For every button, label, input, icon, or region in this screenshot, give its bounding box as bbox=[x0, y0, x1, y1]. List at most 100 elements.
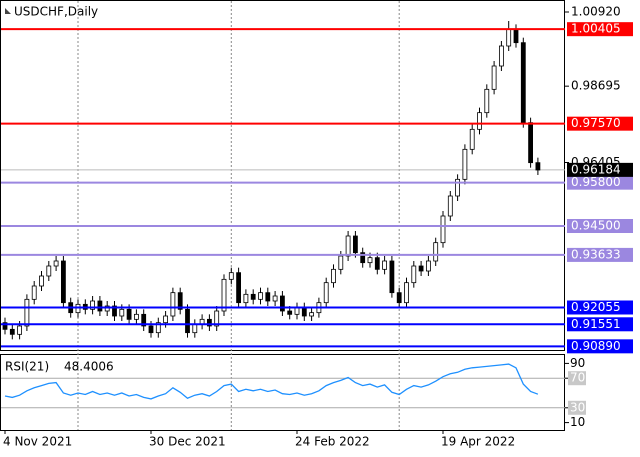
candle-body bbox=[520, 42, 526, 124]
candle-body bbox=[90, 300, 95, 310]
last-price-label: 0.96184 bbox=[571, 162, 621, 176]
level-label-box bbox=[567, 175, 633, 190]
candle-body bbox=[506, 28, 512, 47]
candle-body bbox=[228, 272, 234, 280]
candle-body bbox=[425, 260, 431, 272]
level-label: 0.97570 bbox=[571, 116, 621, 130]
candle-body bbox=[265, 292, 271, 302]
level-label: 0.94500 bbox=[571, 219, 621, 233]
candle-body bbox=[294, 307, 300, 315]
candle-body bbox=[24, 298, 30, 327]
candle-body bbox=[31, 285, 37, 300]
candle-body bbox=[352, 235, 358, 254]
candle-body bbox=[2, 322, 8, 330]
candle-body bbox=[447, 195, 453, 217]
candle-body bbox=[528, 122, 533, 164]
candle-body bbox=[404, 282, 409, 304]
candle-body bbox=[433, 242, 439, 262]
candle-body bbox=[250, 293, 256, 300]
level-label-box bbox=[567, 247, 633, 262]
candle-body bbox=[309, 312, 315, 317]
candle-body bbox=[272, 295, 278, 302]
chart-title: USDCHF,Daily bbox=[14, 5, 98, 19]
candle-body bbox=[112, 305, 117, 317]
x-tick-label: 4 Nov 2021 bbox=[3, 435, 72, 449]
candle-body bbox=[163, 315, 169, 324]
candle-body bbox=[39, 275, 44, 287]
level-label-box bbox=[567, 317, 633, 332]
candle-body bbox=[279, 295, 285, 312]
candle-body bbox=[382, 260, 388, 270]
candle-body bbox=[367, 257, 373, 264]
candle-body bbox=[46, 265, 52, 277]
candle-body bbox=[17, 325, 23, 335]
candle-body bbox=[258, 292, 263, 300]
candle-body bbox=[155, 322, 161, 334]
level-label: 0.91551 bbox=[571, 317, 621, 331]
candle-body bbox=[133, 313, 139, 320]
level-label: 0.93633 bbox=[571, 247, 621, 261]
y-tick-label: 1.00920 bbox=[571, 5, 621, 19]
candle-body bbox=[221, 278, 227, 312]
candle-body bbox=[9, 328, 15, 335]
rsi-name: RSI(21) bbox=[5, 360, 49, 374]
rsi-tick-box bbox=[568, 400, 586, 415]
candle-body bbox=[97, 300, 103, 312]
rsi-tick-box bbox=[568, 371, 586, 386]
rsi-y-tick-label: 30 bbox=[570, 400, 585, 414]
candle-body bbox=[440, 215, 446, 244]
candle-body bbox=[331, 268, 336, 284]
candle-body bbox=[338, 255, 344, 270]
candle-body bbox=[236, 272, 242, 304]
candle-body bbox=[418, 265, 424, 272]
candle-body bbox=[126, 308, 132, 320]
candle-body bbox=[513, 28, 519, 44]
level-label-box bbox=[567, 339, 633, 354]
last-price-box bbox=[567, 162, 633, 177]
rsi-y-tick-label: 90 bbox=[570, 356, 585, 370]
level-label-box bbox=[567, 22, 633, 37]
rsi-last: 48.4006 bbox=[64, 360, 114, 374]
candle-body bbox=[214, 310, 220, 327]
candle-body bbox=[498, 45, 504, 67]
candle-body bbox=[491, 65, 497, 90]
candle-body bbox=[170, 292, 176, 317]
candle-body bbox=[535, 162, 541, 171]
candle-body bbox=[53, 260, 59, 267]
candle-body bbox=[374, 257, 380, 270]
x-tick-label: 24 Feb 2022 bbox=[295, 435, 370, 449]
candle-body bbox=[119, 308, 125, 317]
candle-body bbox=[206, 318, 212, 327]
level-label: 0.92055 bbox=[571, 300, 621, 314]
candle-body bbox=[462, 148, 468, 180]
x-tick-label: 19 Apr 2022 bbox=[441, 435, 515, 449]
level-label-box bbox=[567, 219, 633, 233]
candle-body bbox=[411, 265, 417, 284]
rsi-frame bbox=[0, 354, 565, 431]
candle-body bbox=[455, 178, 461, 197]
symbol-icon bbox=[5, 8, 11, 14]
candle-body bbox=[141, 313, 147, 327]
level-label: 1.00405 bbox=[571, 22, 621, 36]
candle-body bbox=[469, 128, 475, 150]
candle-body bbox=[243, 293, 249, 304]
main-frame bbox=[0, 0, 565, 351]
x-tick-label: 30 Dec 2021 bbox=[149, 435, 226, 449]
candle-body bbox=[477, 112, 482, 130]
candle-body bbox=[177, 292, 183, 310]
candle-body bbox=[360, 252, 366, 264]
candle-body bbox=[389, 260, 395, 294]
candle-body bbox=[484, 88, 490, 114]
level-label: 0.95800 bbox=[571, 175, 621, 189]
candle-body bbox=[345, 235, 351, 257]
rsi-y-tick-label: 10 bbox=[570, 415, 585, 429]
candle-body bbox=[301, 307, 307, 317]
candle-body bbox=[192, 323, 198, 334]
rsi-line bbox=[4, 363, 539, 400]
y-tick-label: 0.98695 bbox=[571, 79, 621, 93]
level-label-box bbox=[567, 116, 633, 131]
candle-body bbox=[323, 282, 329, 304]
level-label: 0.90890 bbox=[571, 339, 621, 353]
candle-body bbox=[61, 260, 66, 304]
